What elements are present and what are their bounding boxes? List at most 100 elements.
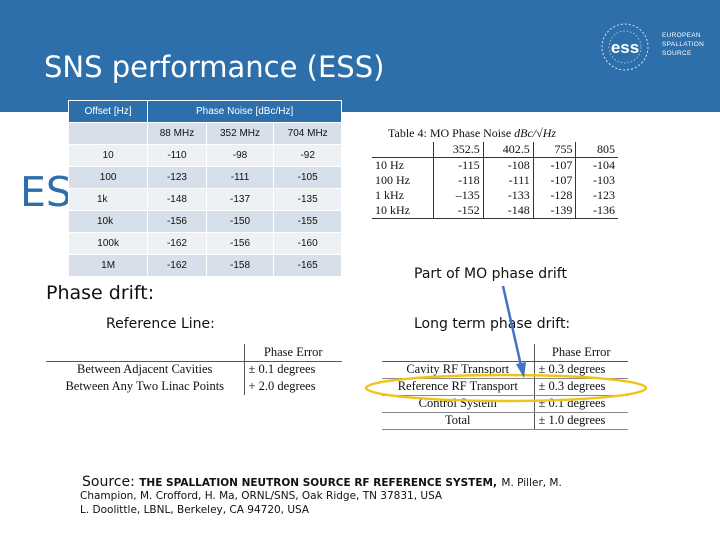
title-bar bbox=[0, 0, 720, 112]
table-cell: -158 bbox=[205, 254, 275, 277]
table-cell: -156 bbox=[147, 210, 207, 233]
header-cell bbox=[46, 344, 244, 362]
table-cell: 10 kHz bbox=[372, 203, 434, 219]
table-row: 10k -156 -150 -155 bbox=[67, 210, 342, 233]
table-cell: 10 bbox=[67, 144, 149, 167]
header-cell: Phase Error bbox=[243, 344, 342, 362]
logo-line: SOURCE bbox=[662, 50, 692, 57]
table-cell: -98 bbox=[205, 144, 275, 167]
table-header-row: Offset [Hz] Phase Noise [dBc/Hz] bbox=[67, 100, 342, 123]
table-cell: -118 bbox=[432, 173, 484, 188]
table-row: 100k -162 -156 -160 bbox=[67, 232, 342, 255]
table-cell: -107 bbox=[532, 173, 576, 188]
table-header-row: 352.5 402.5 755 805 bbox=[372, 142, 618, 158]
table-cell: -150 bbox=[205, 210, 275, 233]
table-cell: -105 bbox=[273, 166, 342, 189]
table-row: Between Any Two Linac Points + 2.0 degre… bbox=[46, 378, 342, 395]
logo-acronym: ess bbox=[611, 38, 639, 57]
table-cell: Cavity RF Transport bbox=[382, 361, 534, 379]
table-cell: –135 bbox=[432, 188, 484, 203]
table-cell: ± 0.3 degrees bbox=[533, 378, 628, 396]
table-cell: ± 0.1 degrees bbox=[243, 361, 342, 378]
table-cell: -110 bbox=[147, 144, 207, 167]
table-cell: -103 bbox=[575, 173, 618, 188]
subheader-cell: 352 MHz bbox=[205, 122, 275, 145]
source-label: Source: bbox=[82, 474, 135, 490]
subheader-cell bbox=[67, 122, 149, 145]
source-title: THE SPALLATION NEUTRON SOURCE RF REFEREN… bbox=[139, 477, 497, 489]
slide-title: SNS performance (ESS) bbox=[44, 50, 385, 84]
ess-logo: ess EUROPEAN SPALLATION SOURCE bbox=[596, 22, 708, 72]
table-cell: -123 bbox=[147, 166, 207, 189]
table-cell: -139 bbox=[532, 203, 576, 219]
phase-noise-table: Offset [Hz] Phase Noise [dBc/Hz] 88 MHz … bbox=[67, 100, 342, 277]
header-cell bbox=[372, 142, 434, 158]
reference-line-table: Phase Error Between Adjacent Cavities ± … bbox=[46, 344, 342, 395]
table-cell: -135 bbox=[273, 188, 342, 211]
table-cell: -148 bbox=[482, 203, 534, 219]
table-cell: 10 Hz bbox=[375, 158, 404, 172]
table-cell: -111 bbox=[482, 173, 534, 188]
mo-drift-note: Part of MO phase drift bbox=[414, 266, 567, 282]
table-cell: Reference RF Transport bbox=[382, 378, 534, 396]
table-caption-row: Table 4: MO Phase Noise dBc/√Hz bbox=[372, 124, 618, 142]
caption-text: Table 4: MO Phase Noise bbox=[388, 125, 512, 140]
table-cell: Control System bbox=[382, 395, 534, 413]
table-cell: -133 bbox=[482, 188, 534, 203]
reference-line-label: Reference Line: bbox=[106, 316, 215, 332]
table-row: 1 kHz –135 -133 -128 -123 bbox=[372, 188, 618, 203]
table-cell: 10k bbox=[67, 210, 149, 233]
table-row: 10 Hz -115 -108 -107 -104 bbox=[372, 157, 618, 173]
table-cell: -155 bbox=[273, 210, 342, 233]
table-cell: -107 bbox=[532, 157, 576, 173]
logo-wordmark: EUROPEAN SPALLATION SOURCE bbox=[662, 31, 704, 58]
table-cell: 100 bbox=[67, 166, 149, 189]
subheader-cell: 88 MHz bbox=[147, 122, 207, 145]
table-cell: -128 bbox=[532, 188, 576, 203]
table-cell: 100k bbox=[67, 232, 149, 255]
table-cell: -162 bbox=[147, 254, 207, 277]
mo-phase-noise-table: Table 4: MO Phase Noise dBc/√Hz 352.5 40… bbox=[372, 124, 618, 219]
table-header-row: Phase Error bbox=[46, 344, 342, 362]
source-affiliation: L. Doolittle, LBNL, Berkeley, CA 94720, … bbox=[80, 504, 310, 516]
table-cell: -104 bbox=[575, 157, 618, 173]
table-cell: Between Adjacent Cavities bbox=[77, 362, 213, 377]
table-cell: -92 bbox=[273, 144, 342, 167]
table-cell: -160 bbox=[273, 232, 342, 255]
table-cell: 1M bbox=[67, 254, 149, 277]
table-cell: -165 bbox=[273, 254, 342, 277]
table-cell: ± 0.1 degrees bbox=[533, 395, 628, 413]
ess-logo-icon: ess bbox=[601, 23, 649, 71]
table-row: Total ± 1.0 degrees bbox=[382, 412, 628, 430]
table-cell: -111 bbox=[205, 166, 275, 189]
table-row: Between Adjacent Cavities ± 0.1 degrees bbox=[46, 361, 342, 378]
caption-unit: dBc/√Hz bbox=[514, 125, 557, 140]
table-cell: -162 bbox=[147, 232, 207, 255]
table-cell: ± 0.3 degrees bbox=[533, 361, 628, 379]
table-cell: 1k bbox=[67, 188, 149, 211]
logo-line: EUROPEAN bbox=[662, 32, 701, 39]
table-cell: -137 bbox=[205, 188, 275, 211]
table-cell: 100 Hz bbox=[375, 173, 410, 187]
table-row: 10 kHz -152 -148 -139 -136 bbox=[372, 203, 618, 219]
table-row: Reference RF Transport ± 0.3 degrees bbox=[382, 378, 628, 396]
table-cell: -136 bbox=[575, 203, 618, 219]
long-term-drift-label: Long term phase drift: bbox=[414, 316, 571, 332]
header-cell: 755 bbox=[532, 142, 576, 158]
source-citation: Source: THE SPALLATION NEUTRON SOURCE RF… bbox=[82, 474, 562, 490]
header-cell: Offset [Hz] bbox=[67, 100, 149, 123]
header-cell: 805 bbox=[575, 142, 618, 158]
table-row: 1k -148 -137 -135 bbox=[67, 188, 342, 211]
table-row: Control System ± 0.1 degrees bbox=[382, 395, 628, 413]
table-row: 1M -162 -158 -165 bbox=[67, 254, 342, 277]
table-row: 100 Hz -118 -111 -107 -103 bbox=[372, 173, 618, 188]
table-row: Cavity RF Transport ± 0.3 degrees bbox=[382, 361, 628, 379]
phase-drift-heading: Phase drift: bbox=[46, 282, 155, 304]
table-cell: Between Any Two Linac Points bbox=[65, 379, 225, 393]
table-cell: + 2.0 degrees bbox=[243, 378, 342, 395]
table-cell: 1 kHz bbox=[375, 188, 404, 202]
header-cell: Phase Error bbox=[533, 344, 628, 362]
table-cell: -115 bbox=[432, 157, 484, 173]
table-header-row: Phase Error bbox=[382, 344, 628, 362]
header-cell: 352.5 bbox=[432, 142, 484, 158]
